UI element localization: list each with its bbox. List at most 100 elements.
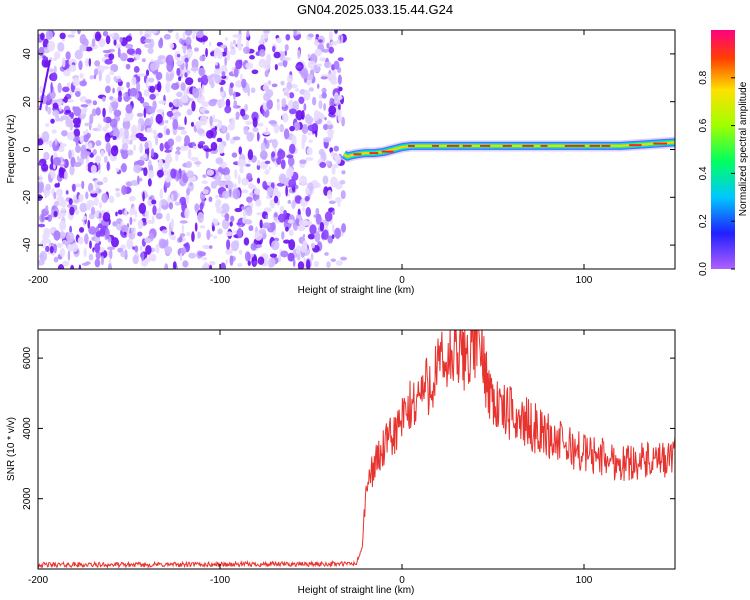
noise-blob — [205, 47, 208, 58]
noise-blob — [215, 61, 218, 66]
noise-blob — [222, 125, 227, 133]
noise-blob — [246, 131, 254, 142]
noise-blob — [201, 84, 205, 94]
noise-blob — [220, 65, 228, 75]
noise-blob — [59, 106, 62, 112]
noise-blob — [272, 45, 276, 53]
noise-blob — [124, 208, 128, 217]
noise-blob — [84, 122, 92, 127]
noise-blob — [225, 259, 228, 265]
noise-blob — [328, 105, 337, 116]
noise-blob — [70, 264, 75, 269]
noise-blob — [216, 98, 226, 108]
noise-blob — [95, 140, 102, 147]
noise-blob — [164, 149, 172, 153]
noise-blob — [148, 170, 155, 179]
noise-blob — [158, 159, 163, 170]
noise-blob — [304, 195, 310, 202]
noise-blob — [51, 72, 58, 82]
noise-blob — [292, 100, 300, 112]
noise-blob — [315, 207, 320, 216]
noise-blob — [255, 244, 263, 249]
noise-blob — [75, 209, 80, 215]
noise-blob — [94, 242, 101, 253]
noise-blob — [252, 127, 259, 133]
noise-blob — [102, 49, 112, 54]
noise-blob — [180, 95, 189, 104]
noise-blob — [49, 227, 56, 234]
noise-blob — [155, 212, 163, 220]
noise-blob — [305, 186, 310, 196]
noise-blob — [263, 92, 271, 102]
noise-blob — [238, 146, 243, 155]
noise-blob — [104, 58, 113, 65]
noise-blob — [296, 253, 301, 261]
noise-blob — [58, 117, 64, 122]
noise-blob — [83, 247, 87, 258]
noise-blob — [306, 115, 313, 125]
noise-blob — [258, 58, 267, 69]
noise-blob — [215, 206, 224, 214]
noise-blob — [326, 42, 330, 49]
noise-blob — [300, 68, 309, 79]
noise-blob — [199, 55, 206, 62]
noise-blob — [147, 47, 154, 54]
noise-blob — [186, 170, 194, 179]
noise-blob — [326, 189, 333, 200]
noise-blob — [81, 262, 90, 266]
noise-blob — [288, 229, 294, 237]
noise-blob — [310, 242, 316, 249]
noise-blob — [186, 187, 191, 196]
noise-blob — [322, 175, 329, 185]
noise-blob — [324, 252, 329, 256]
noise-blob — [137, 73, 146, 77]
noise-blob — [286, 154, 294, 159]
noise-blob — [43, 228, 51, 235]
noise-blob — [294, 88, 300, 92]
noise-blob — [293, 121, 301, 131]
noise-blob — [47, 40, 56, 52]
noise-blob — [79, 96, 88, 103]
noise-blob — [327, 235, 334, 244]
noise-blob — [165, 212, 171, 222]
noise-blob — [269, 253, 278, 258]
noise-blob — [180, 247, 187, 255]
noise-blob — [101, 193, 109, 204]
noise-blob — [129, 139, 133, 145]
noise-blob — [104, 228, 110, 240]
noise-blob — [265, 127, 268, 132]
noise-blob — [122, 93, 126, 97]
noise-blob — [249, 192, 254, 197]
noise-blob — [285, 34, 291, 41]
noise-blob — [144, 209, 149, 220]
noise-blob — [192, 146, 197, 150]
noise-blob — [206, 169, 215, 176]
noise-blob — [221, 203, 230, 214]
noise-blob — [41, 131, 50, 142]
noise-blob — [102, 107, 106, 118]
noise-blob — [321, 92, 327, 99]
noise-blob — [57, 182, 60, 188]
noise-blob — [95, 251, 101, 260]
noise-blob — [172, 261, 177, 269]
noise-blob — [78, 193, 84, 203]
noise-blob — [87, 219, 91, 229]
noise-blob — [155, 71, 163, 81]
noise-blob — [72, 117, 81, 125]
noise-blob — [57, 41, 65, 52]
noise-blob — [171, 82, 180, 91]
noise-blob — [194, 47, 199, 52]
noise-blob — [112, 145, 118, 151]
noise-blob — [176, 172, 181, 180]
noise-blob — [306, 147, 313, 156]
noise-blob — [337, 74, 342, 85]
noise-blob — [271, 138, 278, 149]
noise-blob — [185, 61, 188, 70]
noise-blob — [243, 125, 249, 135]
bot-xtick-label: -100 — [210, 575, 230, 586]
noise-blob — [266, 186, 274, 197]
noise-blob — [323, 123, 329, 131]
noise-blob — [195, 120, 202, 130]
noise-blob — [117, 209, 123, 215]
noise-blob — [200, 74, 209, 86]
